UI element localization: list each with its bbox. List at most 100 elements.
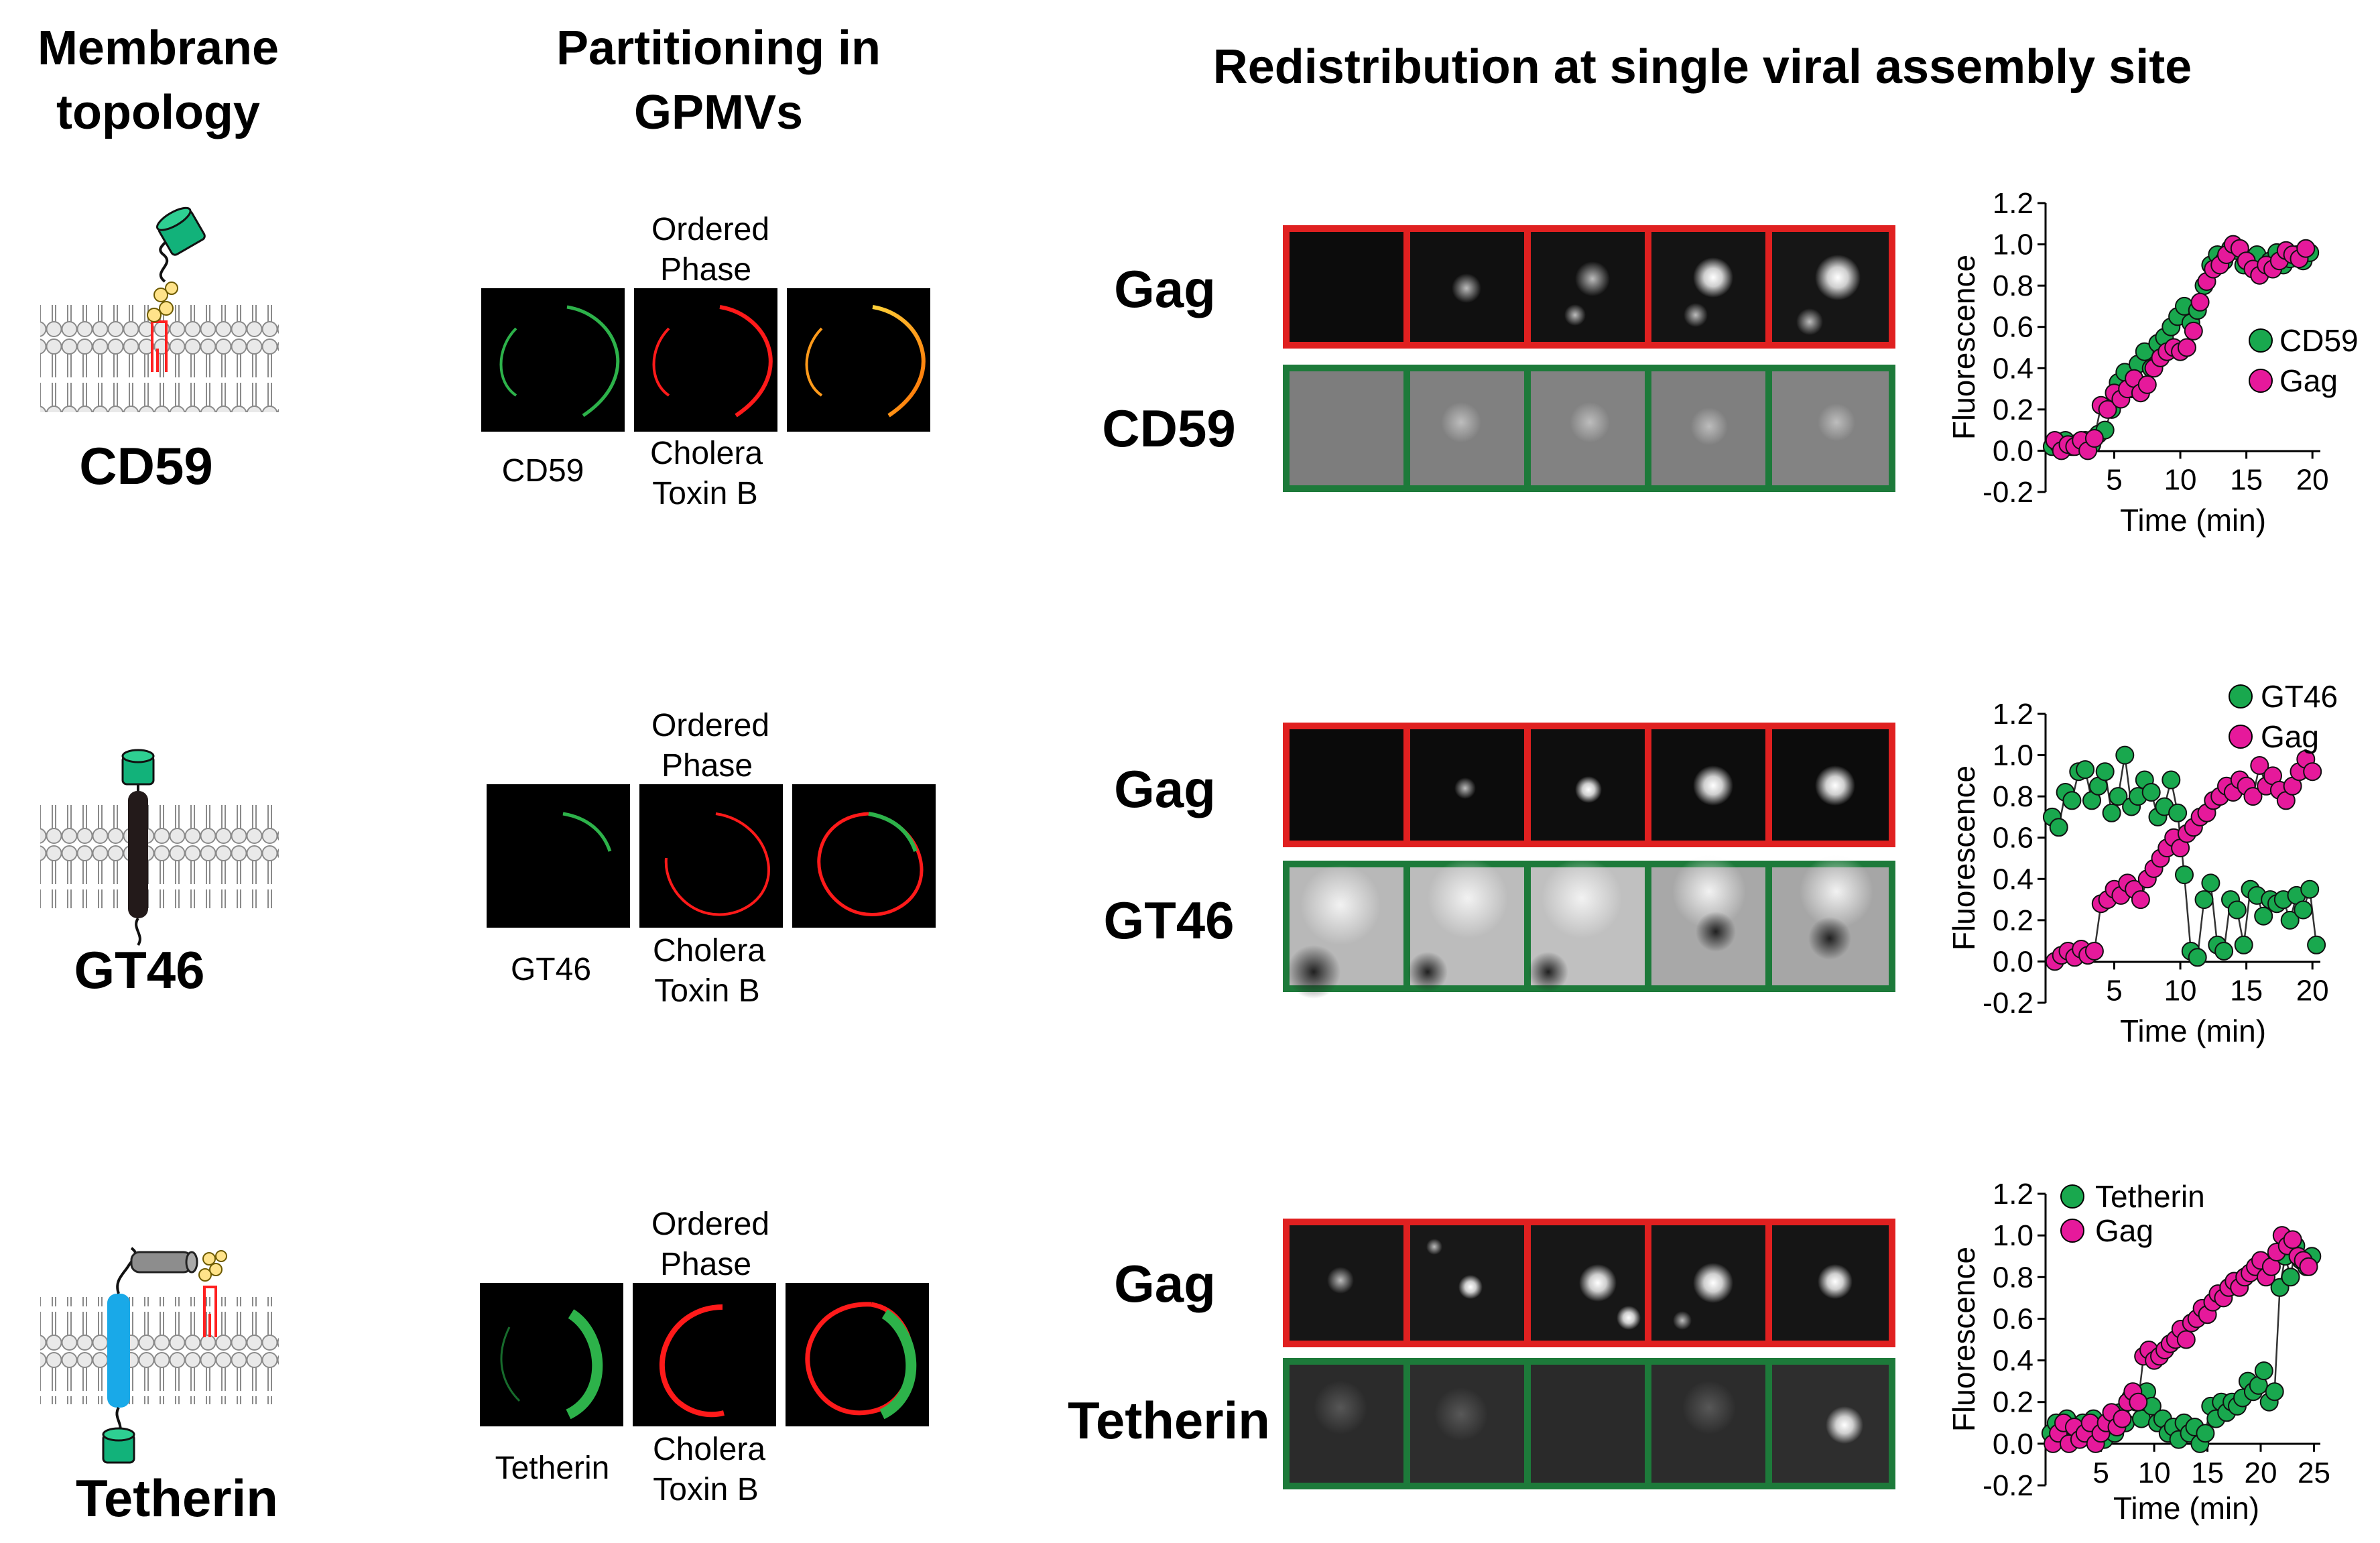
y-axis-label: Fluorescence	[1946, 765, 1981, 950]
y-tick-label: -0.2	[1983, 1469, 2033, 1502]
y-tick-label: 1.0	[1993, 229, 2033, 261]
y-tick-label: 0.0	[1993, 434, 2033, 467]
y-tick-label: 0.0	[1993, 945, 2033, 978]
y-tick-label: -0.2	[1983, 987, 2033, 1020]
y-ticks: 1.2 1.0 0.8 0.6 0.4 0.2 0.0 -0.2	[1983, 698, 2046, 1020]
y-tick-label: 0.8	[1993, 1261, 2033, 1294]
legend-marker-gag	[2249, 369, 2273, 393]
y-ticks: 1.2 1.0 0.8 0.6 0.4 0.2 0.0 -0.2	[1983, 1178, 2046, 1502]
data-point-gag	[2137, 375, 2157, 394]
x-tick-label: 5	[2106, 974, 2122, 1007]
x-tick-label: 25	[2298, 1457, 2330, 1489]
legend-label-gag: Gag	[2279, 363, 2338, 398]
ordered-phase-label: Phase	[660, 252, 751, 288]
y-tick-label: 0.2	[1993, 904, 2033, 937]
data-point-gt46	[2234, 935, 2253, 954]
data-point-tetherin	[2196, 1424, 2215, 1443]
x-ticks: 5 10 15 20	[2106, 450, 2329, 496]
ordered-phase-label: Ordered	[651, 212, 769, 247]
y-tick-label: 0.6	[1993, 311, 2033, 344]
data-point-gt46	[2300, 879, 2320, 899]
legend: Tetherin Gag	[2060, 1179, 2205, 1248]
data-point-gt46	[2141, 783, 2161, 802]
channel-label-protein: GT46	[1103, 891, 1234, 950]
y-ticks: 1.2 1.0 0.8 0.6 0.4 0.2 0.0 -0.2	[1983, 187, 2046, 509]
membrane-cd59	[40, 206, 279, 412]
data-point-gt46	[2115, 745, 2135, 765]
y-tick-label: 0.4	[1993, 1345, 2033, 1377]
x-axis-label: Time (min)	[2120, 503, 2266, 538]
gpmv-panel-cd59: Ordered Phase CD59 Cholera Toxin B	[481, 212, 930, 511]
ordered-phase-label: Ordered	[651, 708, 769, 743]
y-tick-label: 1.2	[1993, 1178, 2033, 1211]
data-point-gt46	[2076, 760, 2095, 780]
header-topology-line1: Membrane	[38, 21, 279, 75]
data-point-gag	[2176, 1330, 2196, 1349]
data-point-gag	[2113, 1409, 2132, 1428]
x-tick-label: 10	[2164, 974, 2197, 1007]
channel-label-gag: Gag	[1114, 1254, 1216, 1313]
cholera-toxin-label: Cholera	[653, 1432, 765, 1467]
tetherin-protein-icon	[102, 1247, 227, 1464]
header-topology-line2: topology	[56, 86, 260, 139]
cholera-toxin-label: Toxin B	[653, 1472, 758, 1507]
legend-label-protein: GT46	[2261, 679, 2338, 714]
x-ticks: 5 10 15 20 25	[2092, 1443, 2330, 1489]
legend: CD59 Gag	[2249, 323, 2359, 398]
legend-marker-protein	[2229, 684, 2253, 708]
x-tick-label: 15	[2230, 463, 2263, 496]
legend-marker-protein	[2060, 1184, 2084, 1209]
ordered-phase-label: Ordered	[651, 1207, 769, 1242]
cholera-toxin-label: Toxin B	[654, 973, 759, 1009]
x-tick-label: 15	[2191, 1457, 2224, 1489]
y-tick-label: 0.0	[1993, 1428, 2033, 1461]
protein-image-strip	[1283, 365, 1895, 492]
legend-marker-protein	[2249, 328, 2273, 353]
y-tick-label: 1.2	[1993, 187, 2033, 220]
data-point-tetherin	[2265, 1382, 2284, 1402]
gpmv-protein-label: Tetherin	[495, 1451, 610, 1486]
data-point-gag	[2283, 1230, 2302, 1249]
data-point-gag	[2190, 292, 2210, 312]
x-tick-label: 5	[2106, 463, 2122, 496]
data-point-gt46	[2095, 762, 2115, 782]
data-point-cd59	[2135, 342, 2154, 361]
protein-label-gt46: GT46	[74, 940, 204, 999]
data-point-gag	[2084, 429, 2104, 448]
y-tick-label: 0.4	[1993, 863, 2033, 896]
data-point-gag	[2243, 787, 2263, 806]
y-axis-label: Fluorescence	[1946, 1247, 1981, 1432]
data-point-gt46	[2109, 787, 2128, 806]
gpmv-panel-tetherin: Ordered Phase Tetherin Cholera Toxin B	[480, 1207, 929, 1507]
data-point-tetherin	[2254, 1361, 2273, 1381]
chart-gt46: 1.2 1.0 0.8 0.6 0.4 0.2 0.0 -0.2 5 10 15 20 Fluore…	[1946, 679, 2338, 1048]
transmembrane-protein-icon	[121, 749, 155, 946]
data-point-gt46	[2307, 935, 2326, 954]
x-tick-label: 10	[2138, 1457, 2171, 1489]
data-point-gt46	[2049, 818, 2068, 837]
cholera-toxin-label: Cholera	[653, 933, 765, 969]
channel-label-protein: Tetherin	[1068, 1391, 1270, 1450]
y-tick-label: 1.0	[1993, 1219, 2033, 1252]
x-tick-label: 15	[2230, 974, 2263, 1007]
y-tick-label: 0.6	[1993, 822, 2033, 855]
data-point-gt46	[2254, 906, 2273, 926]
x-axis-label: Time (min)	[2120, 1013, 2266, 1048]
protein-image-strip	[1283, 855, 1895, 999]
series-points	[2041, 1226, 2322, 1453]
row-gt46: GT46 Ordered Phase GT46 Cholera Toxin B …	[40, 679, 2338, 1048]
data-point-gt46	[2201, 873, 2220, 893]
header-partitioning-line1: Partitioning in	[556, 21, 881, 75]
chart-cd59: 1.2 1.0 0.8 0.6 0.4 0.2 0.0 -0.2 5 10 15 20 Fluore…	[1946, 187, 2359, 538]
gpmv-protein-label: GT46	[511, 952, 591, 987]
gag-image-strip	[1283, 723, 1895, 847]
data-point-gag	[2131, 890, 2150, 910]
x-ticks: 5 10 15 20	[2106, 961, 2329, 1007]
y-tick-label: 0.2	[1993, 1386, 2033, 1419]
protein-label-tetherin: Tetherin	[76, 1469, 278, 1528]
channel-label-gag: Gag	[1114, 759, 1216, 818]
y-tick-label: 0.2	[1993, 393, 2033, 426]
series-points	[2042, 745, 2326, 971]
chart-tetherin: 1.2 1.0 0.8 0.6 0.4 0.2 0.0 -0.2 5 10 15 20 25 Fluo…	[1946, 1178, 2330, 1526]
data-point-gt46	[2280, 910, 2300, 930]
